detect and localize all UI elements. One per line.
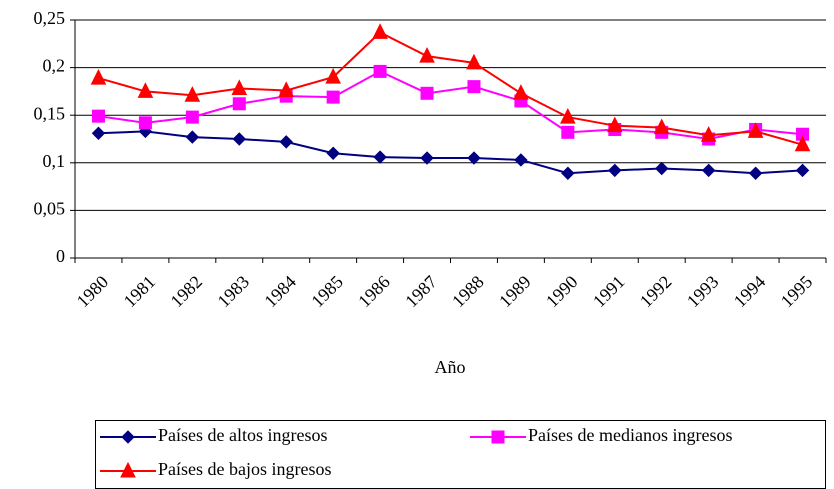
marker [606,116,623,133]
marker [467,151,481,165]
y-tick-label: 0 [56,246,65,266]
legend-label: Países de medianos ingresos [528,425,732,445]
legend-marker [120,461,136,478]
x-tick-label: 1987 [401,272,441,312]
marker [560,107,576,124]
legend-marker [121,430,135,444]
marker [795,163,810,178]
x-tick-label: 1981 [120,272,160,312]
marker [232,97,246,111]
marker [232,132,246,146]
marker [466,53,482,70]
marker [278,81,295,97]
marker [326,90,340,104]
x-tick-label: 1995 [777,272,817,312]
x-tick-label: 1980 [73,272,113,312]
series-line [98,130,803,175]
marker [748,166,763,180]
x-tick-label: 1982 [166,272,206,312]
x-tick-label: 1992 [636,272,676,312]
y-tick-label: 0,1 [43,151,66,171]
marker [700,126,717,142]
y-tick-label: 0,15 [34,103,66,123]
x-tick-label: 1989 [495,272,535,312]
marker [184,86,201,102]
marker [91,126,106,140]
marker [138,116,152,130]
legend-marker [491,430,505,444]
marker [701,163,716,178]
marker [747,122,764,138]
legend-label: Países de bajos ingresos [158,459,331,479]
x-tick-label: 1983 [213,272,253,312]
marker [467,80,481,94]
marker [419,47,435,63]
marker [372,23,388,39]
marker [373,64,387,78]
marker [373,150,387,164]
x-tick-label: 1988 [448,272,488,312]
marker [325,68,341,84]
y-tick-label: 0,05 [34,199,66,219]
marker [91,109,105,123]
marker [420,151,434,165]
x-tick-label: 1986 [354,272,394,312]
marker [231,79,248,96]
x-tick-label: 1993 [683,272,723,312]
marker [608,163,622,178]
marker [420,86,434,100]
y-tick-label: 0,2 [43,56,66,76]
x-tick-label: 1984 [260,272,300,312]
x-tick-label: 1985 [307,272,347,312]
series-line [98,70,803,141]
marker [561,125,575,139]
x-tick-label: 1991 [589,272,629,312]
x-tick-label: 1990 [542,272,582,312]
marker [279,135,293,149]
marker [185,110,199,124]
marker [513,84,529,100]
marker [137,82,154,98]
marker [655,161,669,176]
x-axis-label: Año [435,357,466,377]
marker [90,68,107,85]
marker [794,135,811,152]
marker [326,146,340,160]
series-line [98,31,803,146]
marker [514,153,528,167]
marker [185,130,200,144]
y-tick-label: 0,25 [34,8,66,28]
x-tick-label: 1994 [730,272,770,312]
marker [561,166,575,180]
marker [653,118,670,135]
legend-label: Países de altos ingresos [158,425,327,445]
